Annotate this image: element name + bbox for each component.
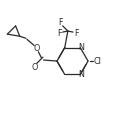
Text: O: O [33,44,39,53]
Text: O: O [31,63,37,72]
Text: F: F [58,18,62,27]
Text: N: N [78,43,83,52]
Text: N: N [78,70,83,79]
Text: F: F [73,29,78,38]
Text: F: F [57,29,61,38]
Text: Cl: Cl [93,57,100,66]
